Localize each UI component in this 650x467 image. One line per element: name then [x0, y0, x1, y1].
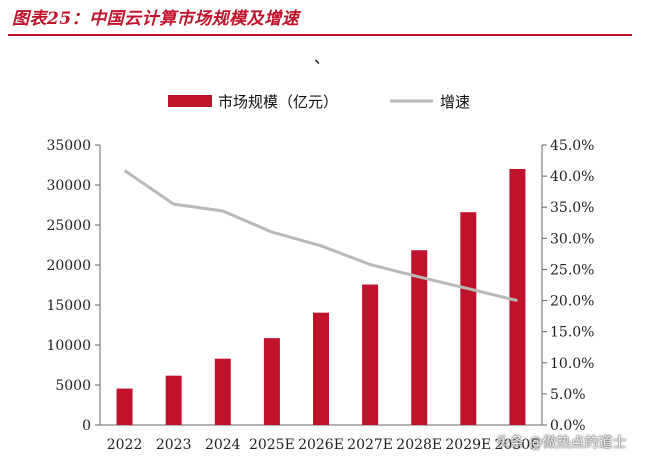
- right-tick-label: 45.0%: [550, 138, 594, 154]
- x-tick-label: 2025E: [249, 437, 295, 453]
- x-tick-label: 2023: [156, 437, 192, 453]
- figure-title: 图表25：中国云计算市场规模及增速: [12, 9, 300, 29]
- x-tick-label: 2028E: [396, 437, 442, 453]
- bar-2022: [116, 388, 133, 425]
- x-tick-labels: 2022 2023 2024 2025E 2026E 2027E 2028E 2029E 203…: [107, 437, 541, 453]
- right-tick-label: 20.0%: [550, 294, 594, 310]
- x-tick-label: 2024: [205, 437, 241, 453]
- left-tick-label: 5000: [55, 378, 91, 394]
- right-tick-label: 5.0%: [550, 387, 586, 403]
- left-tick-label: 0: [82, 418, 91, 434]
- x-tick-label: 2022: [107, 437, 143, 453]
- bar-2028E: [411, 250, 428, 425]
- x-tick-label: 2030E: [495, 437, 541, 453]
- right-tick-label: 35.0%: [550, 200, 594, 216]
- left-tick-label: 25000: [46, 218, 91, 234]
- right-tick-label: 30.0%: [550, 231, 594, 247]
- left-tick-label: 20000: [46, 258, 91, 274]
- right-tick-label: 0.0%: [550, 418, 586, 434]
- x-tick-label: 2029E: [445, 437, 491, 453]
- title-rule: [8, 34, 632, 36]
- legend: 市场规模（亿元） 增速: [168, 93, 470, 111]
- x-tick-label: 2027E: [347, 437, 393, 453]
- right-tick-label: 15.0%: [550, 325, 594, 341]
- watermark: 头条 @做热点的道士: [496, 435, 627, 451]
- left-tick-label: 30000: [46, 178, 91, 194]
- left-tick-label: 10000: [46, 338, 91, 354]
- bar-2027E: [362, 284, 379, 425]
- left-tick-label: 35000: [46, 138, 91, 154]
- bar-2029E: [460, 212, 477, 425]
- bars: [116, 169, 526, 425]
- left-tick-label: 15000: [46, 298, 91, 314]
- right-tick-label: 40.0%: [550, 169, 594, 185]
- x-tick-label: 2026E: [298, 437, 344, 453]
- legend-label-bars: 市场规模（亿元）: [218, 93, 338, 111]
- bar-2025E: [263, 338, 280, 425]
- legend-swatch-bars: [168, 95, 212, 107]
- right-tick-label: 10.0%: [550, 356, 594, 372]
- bar-2024: [214, 358, 231, 425]
- bar-2026E: [313, 312, 329, 425]
- stray-mark: 、: [314, 48, 331, 67]
- bar-2023: [165, 375, 182, 425]
- legend-label-line: 增速: [440, 93, 470, 111]
- growth-line: [123, 169, 518, 303]
- growth-line-path: [123, 169, 518, 303]
- right-tick-label: 25.0%: [550, 262, 594, 278]
- bar-2030E: [509, 169, 526, 425]
- axes: 0 5000 10000 15000 20000 25000 30000 35000 0.0% 5…: [46, 138, 594, 434]
